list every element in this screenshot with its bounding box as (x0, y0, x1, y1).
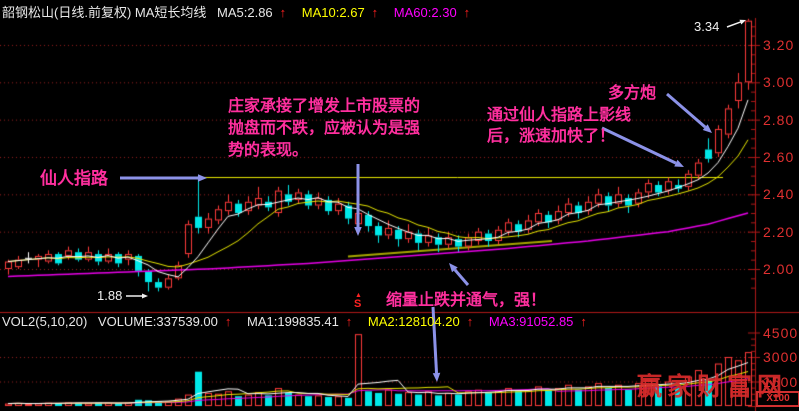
price-axis-label: 3.20 (763, 36, 795, 53)
price-axis-label: 2.80 (763, 111, 795, 128)
volume-ma1-value: MA1:199835.41 (247, 314, 339, 329)
zhuangjia-note: 庄家承接了增发上市股票的 抛盘而不跌，应被认为是强 势的表现。 (228, 98, 421, 159)
sell-marker-caret: ▲ (355, 292, 362, 299)
volume-value: VOLUME:337539.00 (97, 314, 218, 329)
up-arrow-icon: ↑ (371, 5, 379, 20)
up-arrow-icon: ↑ (224, 314, 232, 329)
ma5-value: MA5:2.86 (217, 5, 273, 20)
low-price-label: 1.88 (97, 288, 123, 303)
volume-ma3-value: MA3:91052.85 (488, 314, 574, 329)
title-bar: 韶钢松山(日线.前复权) MA短长均线 MA5:2.86 ↑ MA10:2.67 ↑… (2, 2, 482, 20)
xianren-zhilu-label: 仙人指路 (40, 169, 108, 188)
volume-header: VOL2(5,10,20) VOLUME:337539.00 ↑ MA1:1998… (2, 314, 599, 329)
watermark: 赢家财富网 (637, 373, 788, 401)
ma10-value: MA10:2.67 (301, 5, 365, 20)
sell-marker: S (354, 298, 362, 310)
volume-axis-label: 4500 (763, 324, 799, 341)
price-axis-label: 2.60 (763, 148, 795, 165)
tongguo-note: 通过仙人指路上影线 后，涨速加快了！ (487, 107, 632, 145)
price-axis-label: 2.40 (763, 186, 795, 203)
up-arrow-icon: ↑ (463, 5, 471, 20)
up-arrow-icon: ↑ (580, 314, 587, 329)
price-axis-label: 3.00 (763, 74, 795, 91)
ma60-value: MA60:2.30 (393, 5, 457, 20)
high-price-label: 3.34 (694, 19, 720, 34)
price-axis-label: 2.20 (763, 223, 795, 240)
volume-ma2-value: MA2:128104.20 (367, 314, 460, 329)
suoliang-note: 缩量止跌并通气，强！ (386, 292, 547, 309)
duofangpao-label: 多方炮 (608, 85, 657, 102)
up-arrow-icon: ↑ (279, 5, 287, 20)
stock-title: 韶钢松山(日线.前复权) MA短长均线 (2, 5, 207, 20)
volume-axis-label: 3000 (763, 349, 799, 365)
price-axis-label: 2.00 (763, 261, 795, 277)
up-arrow-icon: ↑ (466, 314, 474, 329)
volume-axis-label: 1500 (763, 373, 799, 390)
up-arrow-icon: ↑ (345, 314, 353, 329)
volume-indicator-label: VOL2(5,10,20) (2, 314, 88, 329)
volume-unit-label: X100 (766, 393, 790, 404)
